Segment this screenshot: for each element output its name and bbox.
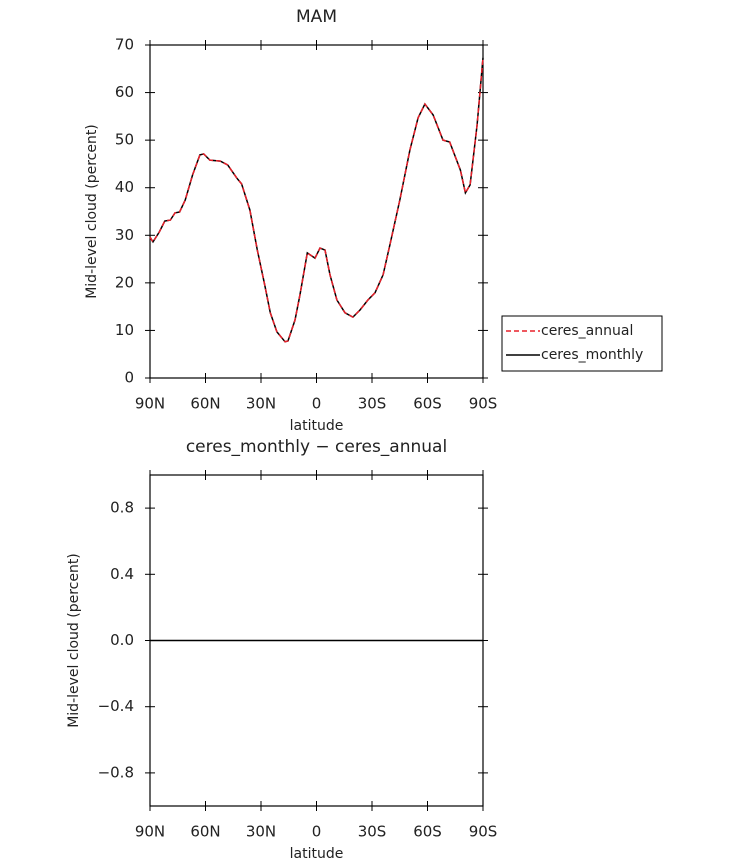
y-tick-label: 0.4	[110, 565, 134, 583]
y-tick-label: 10	[115, 321, 134, 339]
plot-frame	[149, 44, 484, 379]
data-line	[149, 57, 484, 343]
x-tick-label: 30S	[358, 395, 387, 413]
x-tick-label: 0	[312, 823, 322, 841]
y-tick-label: 0	[124, 369, 134, 387]
x-tick-label: 90S	[469, 395, 498, 413]
y-tick-label: 50	[115, 131, 134, 149]
y-tick-label: 40	[115, 178, 134, 196]
x-tick-label: 60N	[190, 823, 220, 841]
legend-box	[501, 315, 663, 372]
y-tick-label: −0.8	[98, 763, 134, 781]
x-tick-label: 60S	[413, 823, 442, 841]
chart-title: MAM	[296, 7, 337, 27]
legend-label: ceres_annual	[541, 323, 633, 339]
x-tick-label: 90S	[469, 823, 498, 841]
y-tick-label: 0.0	[110, 631, 134, 649]
y-tick-label: 0.8	[110, 499, 134, 517]
y-axis-label: Mid-level cloud (percent)	[84, 124, 100, 299]
x-tick-label: 60S	[413, 395, 442, 413]
x-tick-label: 90N	[135, 823, 165, 841]
chart-title: ceres_monthly − ceres_annual	[186, 437, 447, 457]
y-tick-label: 60	[115, 83, 134, 101]
x-tick-label: 90N	[135, 395, 165, 413]
y-tick-label: 30	[115, 226, 134, 244]
x-tick-label: 0	[312, 395, 322, 413]
legend-label: ceres_monthly	[541, 347, 643, 363]
x-tick-label: 30N	[246, 395, 276, 413]
x-tick-label: 30N	[246, 823, 276, 841]
x-axis-label: latitude	[290, 846, 344, 862]
x-tick-label: 30S	[358, 823, 387, 841]
x-axis-label: latitude	[290, 418, 344, 434]
y-tick-label: 70	[115, 36, 134, 54]
y-axis-label: Mid-level cloud (percent)	[66, 553, 82, 728]
data-line	[149, 57, 484, 343]
y-tick-label: −0.4	[98, 697, 134, 715]
x-tick-label: 60N	[190, 395, 220, 413]
y-tick-label: 20	[115, 273, 134, 291]
